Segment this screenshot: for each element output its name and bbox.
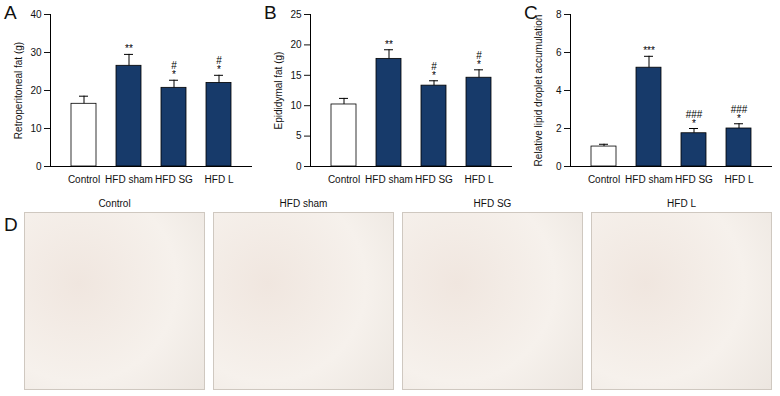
svg-text:15: 15 xyxy=(290,70,302,81)
svg-text:25: 25 xyxy=(290,9,302,20)
svg-text:HFD SG: HFD SG xyxy=(415,174,453,185)
svg-text:HFD L: HFD L xyxy=(205,174,234,185)
svg-text:0: 0 xyxy=(556,161,562,172)
svg-text:***: *** xyxy=(643,45,655,56)
svg-text:HFD L: HFD L xyxy=(725,174,754,185)
svg-text:#*: #* xyxy=(431,61,437,81)
svg-text:5: 5 xyxy=(296,130,302,141)
html-text:HFD sham: HFD sham xyxy=(279,198,328,209)
svg-text:6: 6 xyxy=(556,47,562,58)
svg-text:#*: #* xyxy=(216,55,222,75)
svg-text:Control: Control xyxy=(328,174,360,185)
svg-text:0: 0 xyxy=(296,161,302,172)
svg-text:10: 10 xyxy=(30,123,42,134)
svg-text:Relative lipid droplet accumul: Relative lipid droplet accumulation xyxy=(533,15,544,167)
html-text:A: A xyxy=(4,2,17,23)
html-text:HFD L: HFD L xyxy=(667,198,696,209)
svg-text:2: 2 xyxy=(556,123,562,134)
svg-text:10: 10 xyxy=(290,100,302,111)
svg-text:#*: #* xyxy=(476,50,482,70)
svg-text:0: 0 xyxy=(36,161,42,172)
html-text:D: D xyxy=(4,214,18,235)
svg-text:**: ** xyxy=(385,39,393,50)
svg-text:4: 4 xyxy=(556,85,562,96)
html-text:HFD SG: HFD SG xyxy=(473,198,512,209)
html-text:C: C xyxy=(524,2,538,23)
svg-text:HFD sham: HFD sham xyxy=(365,174,413,185)
svg-text:HFD sham: HFD sham xyxy=(625,174,673,185)
svg-text:8: 8 xyxy=(556,9,562,20)
svg-text:HFD SG: HFD SG xyxy=(675,174,713,185)
html-text:B: B xyxy=(264,2,277,23)
svg-text:40: 40 xyxy=(30,9,42,20)
html-text:Control: Control xyxy=(98,198,131,209)
svg-text:###*: ###* xyxy=(686,109,703,129)
svg-text:20: 20 xyxy=(30,85,42,96)
svg-text:30: 30 xyxy=(30,47,42,58)
svg-text:Control: Control xyxy=(588,174,620,185)
svg-text:###*: ###* xyxy=(731,104,748,124)
svg-text:Control: Control xyxy=(68,174,100,185)
svg-text:Retroperitoneal fat (g): Retroperitoneal fat (g) xyxy=(13,42,24,139)
svg-text:HFD L: HFD L xyxy=(465,174,494,185)
svg-text:20: 20 xyxy=(290,39,302,50)
svg-text:Epididymal fat (g): Epididymal fat (g) xyxy=(273,52,284,130)
svg-text:#*: #* xyxy=(171,60,177,80)
svg-text:**: ** xyxy=(125,43,133,54)
svg-text:HFD sham: HFD sham xyxy=(105,174,153,185)
svg-text:HFD SG: HFD SG xyxy=(155,174,193,185)
